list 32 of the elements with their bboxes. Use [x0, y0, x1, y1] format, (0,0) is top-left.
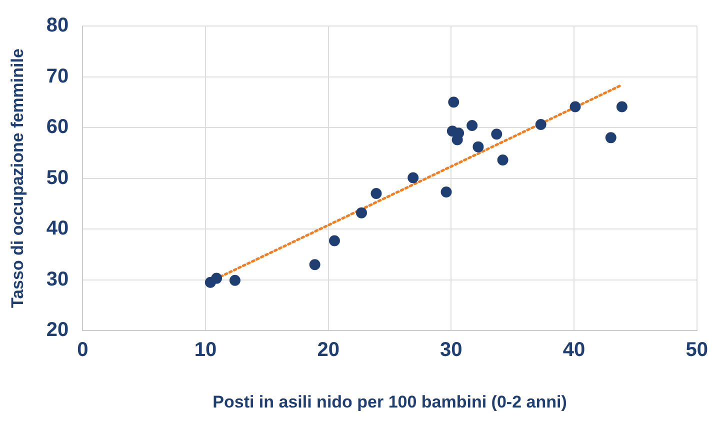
y-tick-label: 70	[46, 65, 69, 88]
y-tick-label: 80	[46, 14, 69, 37]
point	[466, 120, 478, 132]
y-tick-label: 50	[46, 166, 69, 189]
x-tick-label: 40	[562, 339, 586, 362]
x-tick-label: 50	[686, 339, 708, 362]
y-axis-title: Tasso di occupazione femminile	[8, 48, 27, 308]
point	[229, 274, 240, 286]
y-tick-label: 30	[46, 268, 69, 290]
point	[497, 154, 508, 166]
point	[605, 132, 616, 144]
x-tick-label: 0	[77, 339, 88, 362]
x-axis-title: Posti in asili nido per 100 bambini (0-2 anni)	[212, 392, 567, 412]
point	[570, 101, 581, 112]
point	[370, 188, 382, 200]
x-tick-label: 30	[440, 339, 462, 362]
point	[328, 235, 340, 246]
y-tick-label: 60	[46, 116, 69, 138]
x-tick-label: 20	[317, 339, 340, 362]
y-tick-label: 40	[46, 218, 69, 240]
point	[448, 96, 460, 108]
y-tick-label: 20	[46, 319, 69, 342]
point	[535, 118, 546, 130]
point	[616, 101, 628, 112]
point	[309, 259, 320, 270]
point	[440, 186, 452, 198]
point	[211, 272, 222, 284]
x-tick-label: 10	[194, 339, 217, 362]
point	[408, 172, 419, 184]
point	[472, 141, 484, 152]
point	[491, 128, 502, 140]
point	[356, 207, 368, 218]
